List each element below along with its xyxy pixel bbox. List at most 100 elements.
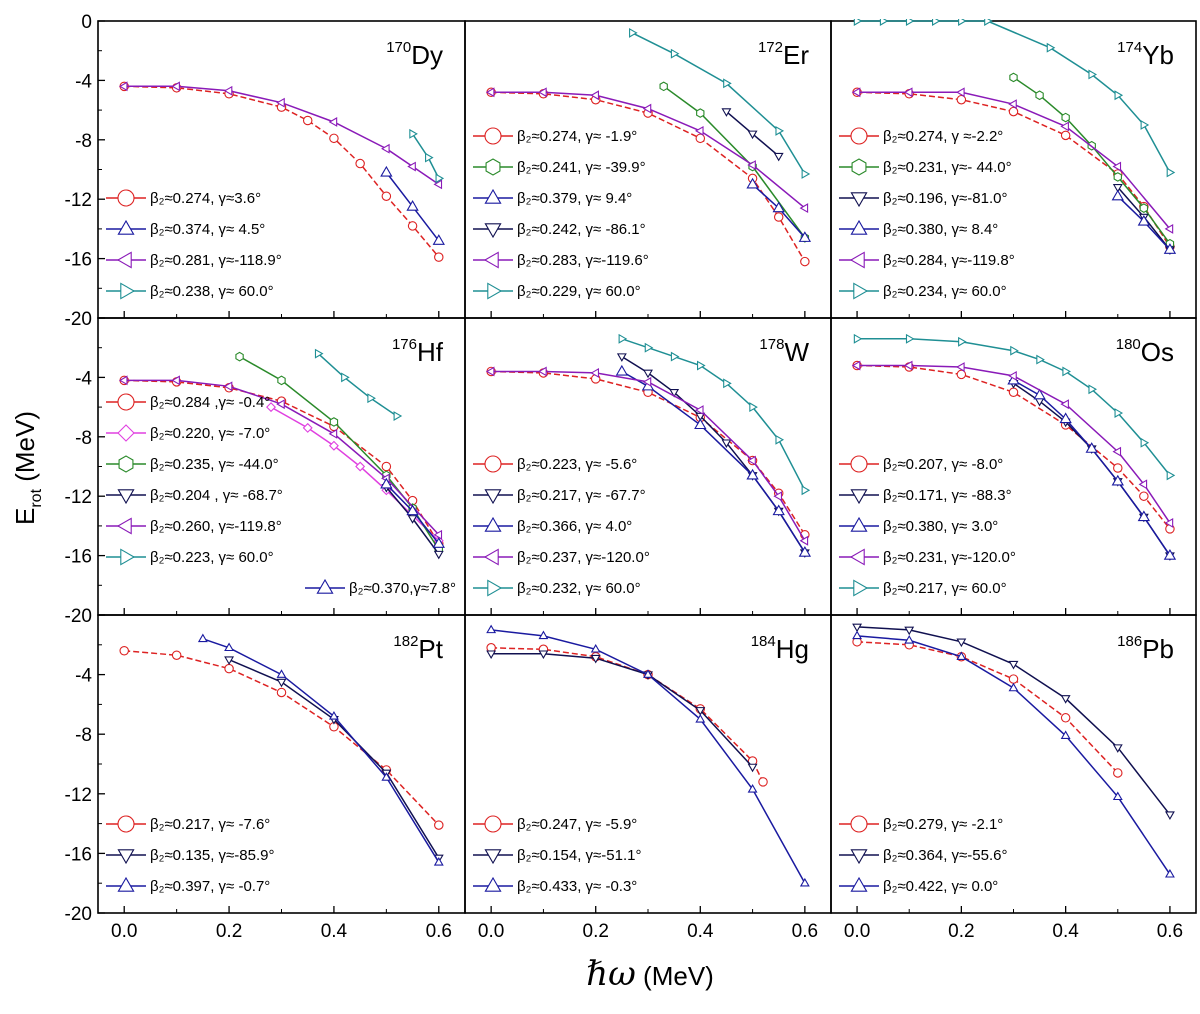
x-tick-label: 0.2 <box>216 921 242 942</box>
nucleus-label: 174Yb <box>1117 39 1174 70</box>
legend-swatch-marker <box>117 489 135 505</box>
data-point <box>118 81 128 92</box>
data-point <box>1166 167 1176 178</box>
y-tick-label: -8 <box>75 428 92 449</box>
data-point <box>367 393 376 404</box>
data-point <box>486 624 497 634</box>
legend-label: β₂≈0.238, γ≈ 60.0° <box>150 283 274 300</box>
legend-swatch-marker <box>116 251 132 269</box>
series-triangle-up <box>486 624 810 887</box>
data-point <box>904 626 915 636</box>
data-point <box>538 650 549 660</box>
nucleus-element: Hf <box>417 337 444 367</box>
legend-label: β₂≈0.380, γ≈ 3.0° <box>883 518 998 535</box>
data-point <box>302 422 313 433</box>
series-line <box>491 370 806 542</box>
y-axis-title-unit: (MeV) <box>10 411 40 489</box>
legend-item: β₂≈0.220, γ≈ -7.0° <box>106 424 270 442</box>
legend-swatch-marker <box>120 548 136 566</box>
series-line <box>663 85 806 239</box>
legend: β₂≈0.207, γ≈ -8.0° β₂≈0.171, γ≈ -88.3° β₂≈… <box>839 455 1016 597</box>
data-point <box>958 336 967 347</box>
legend-label: β₂≈0.237, γ≈-120.0° <box>517 549 650 566</box>
series-layer <box>852 623 1175 878</box>
series-circle <box>852 637 1123 778</box>
legend-label: β₂≈0.217, γ≈ 60.0° <box>883 580 1007 597</box>
data-point <box>1166 470 1176 481</box>
data-point <box>435 173 445 184</box>
data-point <box>956 638 967 648</box>
data-point <box>1060 713 1071 723</box>
legend-item: β₂≈0.235, γ≈ -44.0° <box>106 455 279 473</box>
legend-swatch-marker <box>484 188 502 204</box>
series-line <box>1013 76 1171 245</box>
legend: β₂≈0.217, γ≈ -7.6° β₂≈0.135, γ≈-85.9° β₂≈0… <box>106 815 274 895</box>
legend-label: β₂≈0.274, γ ≈-2.2° <box>883 128 1003 145</box>
legend-swatch-marker <box>850 516 868 532</box>
series-hexagon <box>659 81 810 243</box>
data-point <box>1008 660 1019 670</box>
data-point <box>223 85 233 96</box>
legend-item: β₂≈0.379, γ≈ 9.4° <box>473 188 632 207</box>
data-point <box>1009 72 1018 83</box>
data-point <box>1137 510 1151 522</box>
data-point <box>616 353 627 362</box>
nucleus-label: 182Pt <box>393 633 443 664</box>
data-point <box>1112 791 1123 801</box>
legend: β₂≈0.279, γ≈ -2.1° β₂≈0.364, γ≈-55.6° β₂≈0… <box>839 815 1007 895</box>
legend-swatch-marker <box>850 192 868 208</box>
data-point <box>694 125 704 136</box>
data-point <box>119 646 129 656</box>
data-point <box>381 461 392 472</box>
series-triangle-up <box>380 165 445 245</box>
data-point <box>328 117 338 127</box>
legend-item: β₂≈0.260, γ≈-119.8° <box>106 517 282 535</box>
data-point <box>1060 130 1071 141</box>
series-triangle-down <box>721 108 784 162</box>
legend-label: β₂≈0.279, γ≈ -2.1° <box>883 816 1003 833</box>
legend-item: β₂≈0.217, γ≈ -7.6° <box>106 815 270 833</box>
data-point <box>380 477 393 489</box>
y-tick-label: -16 <box>65 250 92 271</box>
series-triangle-right <box>853 19 1176 178</box>
data-point <box>433 179 443 190</box>
legend-item: β₂≈0.284, γ≈-119.8° <box>839 251 1015 269</box>
series-triangle-right <box>409 128 445 184</box>
series-line <box>124 85 440 186</box>
legend-item: β₂≈0.196, γ≈-81.0° <box>839 190 1007 208</box>
panel-184-hg: 0.0 0.2 0.4 0.6 β₂≈0.247, γ≈ -5.9° β₂≈0.154, … <box>464 614 832 942</box>
legend-swatch-marker <box>484 849 502 865</box>
data-point <box>1062 366 1071 377</box>
legend-label: β₂≈0.196, γ≈-81.0° <box>883 190 1007 207</box>
data-point <box>697 360 706 371</box>
data-point <box>800 256 810 267</box>
data-point <box>801 485 811 496</box>
data-point <box>538 630 549 640</box>
data-point <box>314 348 324 359</box>
legend-swatch-marker <box>117 219 135 235</box>
data-point <box>1139 491 1149 501</box>
legend-label: β₂≈0.154, γ≈-51.1° <box>517 847 641 864</box>
legend-item: β₂≈0.370,γ≈7.8° <box>305 578 456 597</box>
y-tick-label: -4 <box>75 368 92 389</box>
data-point <box>1112 184 1123 193</box>
legend-swatch-marker <box>117 393 135 411</box>
data-point <box>903 360 913 371</box>
data-point <box>1164 223 1174 234</box>
data-point <box>1164 868 1175 878</box>
data-point <box>1164 811 1175 820</box>
data-point <box>1113 172 1122 182</box>
data-point <box>171 650 182 660</box>
nucleus-label: 180Os <box>1116 336 1174 367</box>
data-point <box>801 169 811 179</box>
y-tick-label: -4 <box>75 71 92 92</box>
data-point <box>341 372 350 383</box>
data-point <box>1137 214 1151 226</box>
data-point <box>723 78 732 89</box>
legend-item: β₂≈0.284 ,γ≈ -0.4° <box>106 393 270 411</box>
legend-swatch-marker <box>485 158 501 176</box>
panel-182-pt: 0.0 0.2 0.4 0.6 -4 -8 -12 -16 -20 β₂≈0.217, γ≈ -7… <box>65 614 466 942</box>
data-point <box>1060 399 1069 410</box>
nucleus-mass: 180 <box>1116 336 1141 353</box>
legend-item: β₂≈0.207, γ≈ -8.0° <box>839 455 1003 473</box>
